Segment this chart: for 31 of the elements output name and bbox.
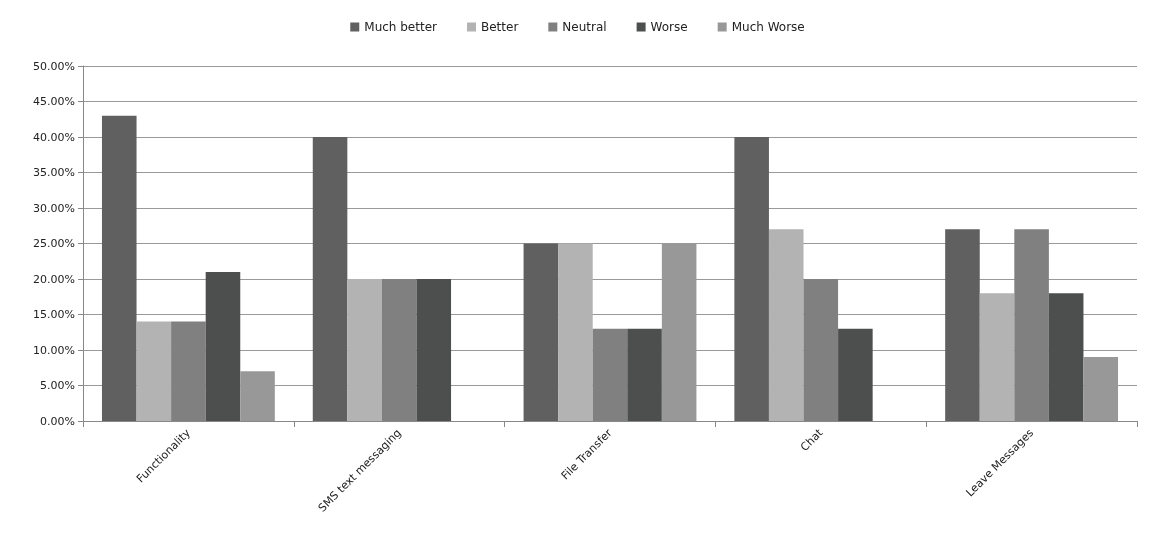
legend-label: Neutral <box>562 20 607 34</box>
y-tick-label: 45.00% <box>33 95 75 108</box>
bar <box>627 328 662 421</box>
legend-label: Much Worse <box>731 20 805 34</box>
bar <box>558 243 593 421</box>
y-tick-label: 0.00% <box>40 414 75 428</box>
bar <box>838 328 873 421</box>
bar <box>945 229 980 421</box>
y-tick-label: 5.00% <box>40 379 75 392</box>
y-tick-label: 40.00% <box>33 130 75 144</box>
bar <box>136 321 172 421</box>
legend-label: Worse <box>650 20 688 34</box>
bar <box>101 115 137 421</box>
bar <box>979 293 1015 421</box>
legend-label: Much better <box>364 20 438 34</box>
y-tick-label: 10.00% <box>33 343 75 357</box>
y-tick-label: 15.00% <box>33 308 75 321</box>
y-tick-label: 50.00% <box>33 59 75 73</box>
bar <box>312 137 348 421</box>
bar <box>416 279 452 421</box>
y-tick-label: 35.00% <box>33 166 75 179</box>
y-tick-label: 30.00% <box>33 201 75 215</box>
legend-label: Better <box>480 20 519 34</box>
bar <box>768 229 804 421</box>
bar <box>205 271 241 421</box>
bar <box>1048 293 1084 421</box>
bar <box>734 137 769 421</box>
bar <box>347 279 382 421</box>
y-tick-label: 20.00% <box>33 272 75 286</box>
bar <box>523 243 559 421</box>
y-tick-label: 25.00% <box>33 237 75 250</box>
